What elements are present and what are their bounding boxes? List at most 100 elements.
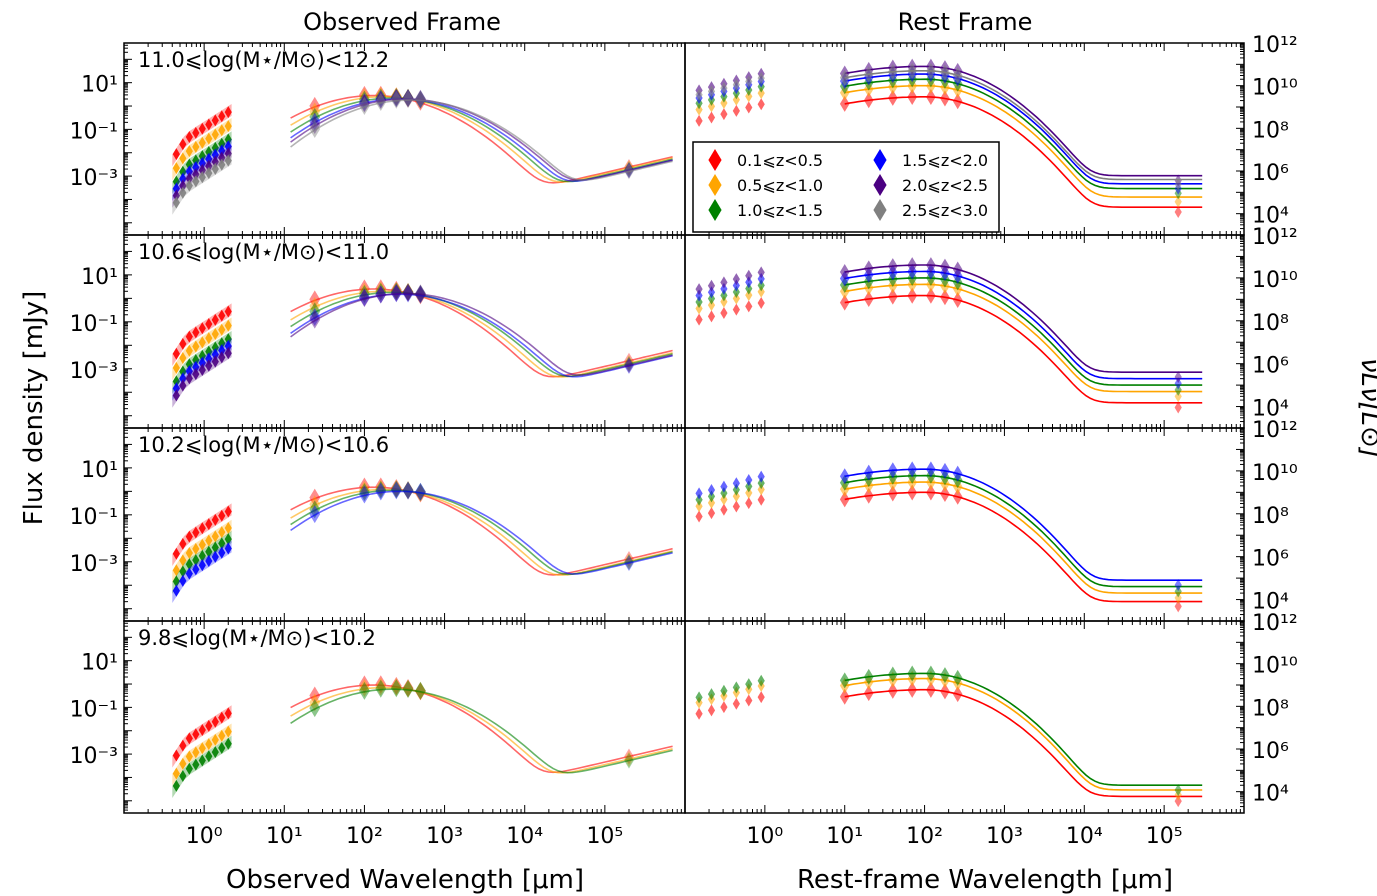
optical-point	[172, 575, 180, 588]
optical-point	[211, 148, 219, 161]
optical-point	[732, 292, 740, 305]
optical-point	[695, 487, 703, 500]
optical-point	[757, 296, 765, 309]
sed-curve	[290, 486, 673, 576]
sed-curve	[290, 291, 673, 378]
sed-curve	[844, 283, 1203, 393]
panels: 10¹10⁻¹10⁻³11.0⩽log(M⋆/M⊙)<12.210¹²10¹⁰1…	[70, 33, 1298, 849]
optical-point	[205, 160, 213, 173]
optical-point	[218, 137, 226, 150]
optical-point	[185, 330, 193, 343]
legend-marker	[708, 174, 722, 196]
rest-series-1.5-2.0	[695, 263, 1203, 390]
optical-point	[172, 584, 180, 597]
rest-series-1.0-1.5	[695, 467, 1203, 598]
fir-point	[402, 88, 414, 107]
rest-series-0.5-1.0	[695, 276, 1203, 403]
sed-curve	[844, 294, 1203, 404]
optical-point	[198, 322, 206, 335]
radio-point	[1174, 795, 1182, 808]
optical-point	[707, 507, 716, 520]
fir-point	[863, 668, 874, 685]
optical-point	[732, 303, 740, 316]
fir-point	[863, 260, 874, 277]
sed-curve	[844, 491, 1203, 603]
optical-point	[198, 122, 206, 135]
fir-point	[887, 288, 898, 305]
optical-point	[211, 550, 219, 563]
optical-point	[185, 358, 193, 371]
optical-point	[205, 534, 213, 547]
fir-point	[390, 281, 402, 300]
optical-point	[198, 538, 206, 551]
optical-point	[745, 473, 753, 486]
optical-point	[732, 279, 740, 292]
optical-point	[218, 110, 226, 123]
fir-point	[402, 283, 414, 302]
optical-point	[720, 108, 728, 121]
sed-curve	[290, 98, 673, 182]
legend-box	[692, 141, 1000, 233]
fir-point	[390, 87, 402, 106]
legend-label: 2.0⩽z<2.5	[902, 176, 988, 195]
sed-curve	[844, 474, 1203, 588]
optical-point	[218, 124, 226, 137]
y-tick-label-right: 10¹²	[1252, 225, 1298, 250]
fir-point	[390, 89, 402, 108]
optical-point	[205, 750, 213, 763]
radio-point	[624, 550, 634, 567]
optical-point	[732, 78, 740, 91]
x-tick-label: 10⁵	[1146, 824, 1183, 849]
optical-point	[198, 150, 206, 163]
radio-point	[1174, 205, 1182, 218]
optical-point	[172, 189, 180, 202]
y-tick-label-right: 10⁶	[1252, 547, 1289, 572]
sed-curve	[844, 468, 1203, 581]
optical-point	[695, 707, 703, 720]
fir-point	[887, 258, 898, 275]
rest-series-2.0-2.5	[695, 257, 1203, 383]
mass-bin-label: 10.2⩽log(M⋆/M⊙)<10.6	[138, 433, 389, 457]
radio-point	[1174, 783, 1182, 796]
optical-point	[198, 164, 206, 177]
optical-point	[224, 333, 232, 346]
optical-point	[205, 545, 213, 558]
optical-point	[185, 145, 193, 158]
optical-point	[179, 739, 187, 752]
fir-point	[390, 280, 402, 299]
observed-series-1.0-1.5	[172, 679, 673, 798]
optical-point	[720, 295, 728, 308]
optical-point	[205, 318, 213, 331]
optical-point	[205, 132, 213, 145]
legend-entry-2: 0.5⩽z<1.0	[708, 174, 823, 196]
optical-point	[745, 678, 753, 691]
radio-point	[1174, 377, 1182, 390]
optical-point	[224, 133, 232, 146]
fir-point	[926, 484, 936, 501]
optical-point	[224, 154, 232, 167]
optical-point	[185, 530, 193, 543]
fir-point	[887, 666, 898, 683]
optical-point	[192, 326, 200, 339]
fir-point	[907, 681, 918, 698]
optical-point	[757, 483, 765, 496]
rest-panel-row-1: 10¹² 10¹⁰ 10⁸ 10⁶ 10⁴	[684, 33, 1298, 236]
fir-point	[940, 258, 950, 275]
optical-point	[720, 82, 728, 95]
optical-point	[172, 162, 180, 175]
fir-point	[390, 89, 402, 108]
optical-point	[757, 470, 765, 483]
optical-point	[720, 493, 728, 506]
radio-point	[1174, 600, 1182, 613]
radio-point	[624, 555, 634, 572]
fir-point	[926, 665, 936, 682]
optical-point	[720, 97, 728, 110]
fir-point	[415, 90, 426, 109]
sed-curve	[290, 688, 673, 774]
y-tick-label: 10⁻³	[70, 744, 118, 769]
fir-point	[926, 287, 936, 304]
optical-point	[707, 688, 716, 701]
optical-point	[172, 361, 180, 374]
optical-point	[192, 554, 200, 567]
radio-point	[624, 356, 634, 373]
